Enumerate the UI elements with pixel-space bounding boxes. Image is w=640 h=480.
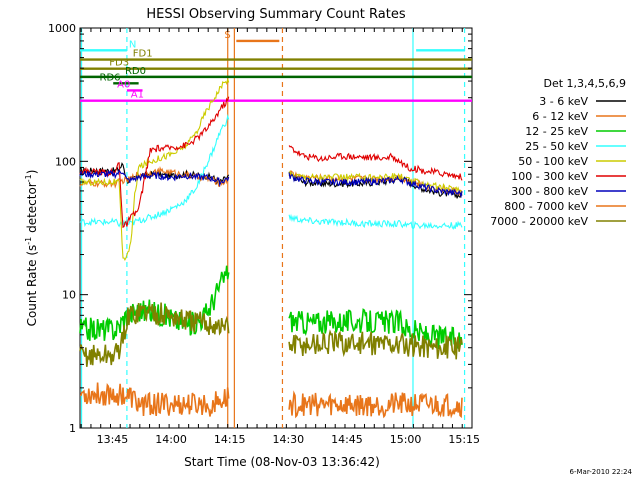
legend-label-5: 100 - 300 keV	[511, 170, 588, 183]
y-label-mid: detector	[25, 182, 39, 237]
x-tick-label-5: 15:00	[390, 433, 422, 446]
chart-title: HESSI Observing Summary Count Rates	[146, 7, 405, 22]
x-tick-label-4: 14:45	[331, 433, 363, 446]
legend-label-7: 800 - 7000 keV	[504, 200, 588, 213]
series-line-7-0	[80, 382, 230, 417]
legend-label-0: 3 - 6 keV	[539, 95, 588, 108]
x-tick-label-6: 15:15	[448, 433, 480, 446]
y-tick-label-0: 1	[69, 422, 76, 435]
y-label-end: )	[25, 170, 39, 175]
series-line-6-0	[79, 169, 230, 187]
flag-label-6: A1	[131, 90, 144, 101]
x-axis-label: Start Time (08-Nov-03 13:36:42)	[184, 455, 380, 469]
legend-title: Det 1,3,4,5,6,9	[543, 77, 626, 90]
flag-label-4: RD6	[100, 72, 121, 83]
series-line-3-1	[288, 213, 463, 230]
vertical-markers	[80, 28, 466, 428]
footer-date: 6-Mar-2010 22:24	[569, 468, 632, 476]
legend-label-6: 300 - 800 keV	[511, 185, 588, 198]
plot-frame	[79, 27, 473, 429]
y-tick-label-2: 100	[55, 155, 76, 168]
flag-label-7: S	[224, 30, 230, 41]
flag-label-0: N	[129, 39, 136, 50]
series-line-2-1	[288, 308, 463, 350]
legend-label-2: 12 - 25 keV	[525, 125, 588, 138]
y-tick-label-3: 1000	[48, 22, 76, 35]
series-line-5-1	[288, 145, 463, 181]
legend-label-1: 6 - 12 keV	[532, 110, 588, 123]
x-tick-label-2: 14:15	[214, 433, 246, 446]
legend-label-8: 7000 - 20000 keV	[490, 215, 588, 228]
series-line-6-1	[288, 172, 463, 199]
series-line-8-1	[288, 329, 463, 360]
legend: Det 1,3,4,5,6,9 3 - 6 keV 6 - 12 keV 12 - …	[490, 77, 626, 228]
series-line-4-1	[288, 170, 463, 194]
series-line-3-0	[79, 114, 230, 228]
series-line-8-0	[79, 302, 230, 367]
x-tick-label-0: 13:45	[97, 433, 129, 446]
flag-label-1: FD1	[133, 49, 153, 60]
x-tick-label-1: 14:00	[155, 433, 187, 446]
y-label-sup2: -1	[24, 174, 33, 182]
y-axis-label: Count Rate (s-1 detector-1)	[24, 170, 39, 327]
y-label-sup1: -1	[24, 237, 33, 245]
series-line-4-0	[79, 78, 230, 261]
series-line-2-0	[79, 265, 230, 341]
x-tick-label-3: 14:30	[272, 433, 304, 446]
data-series	[79, 78, 463, 419]
series-line-7-1	[288, 390, 463, 419]
flag-label-5: A0	[117, 79, 130, 90]
y-tick-label-1: 10	[62, 289, 76, 302]
x-axis: 13:45 14:00 14:15 14:30 14:45 15:00 15:15	[80, 28, 480, 446]
legend-label-4: 50 - 100 keV	[518, 155, 588, 168]
y-axis: 1 10 100 1000	[48, 22, 472, 435]
flag-label-3: RD0	[125, 66, 146, 77]
y-label-main: Count Rate (s	[25, 245, 39, 327]
legend-label-3: 25 - 50 keV	[525, 140, 588, 153]
flag-label-2: FD3	[109, 58, 129, 69]
series-line-5-0	[79, 96, 230, 229]
